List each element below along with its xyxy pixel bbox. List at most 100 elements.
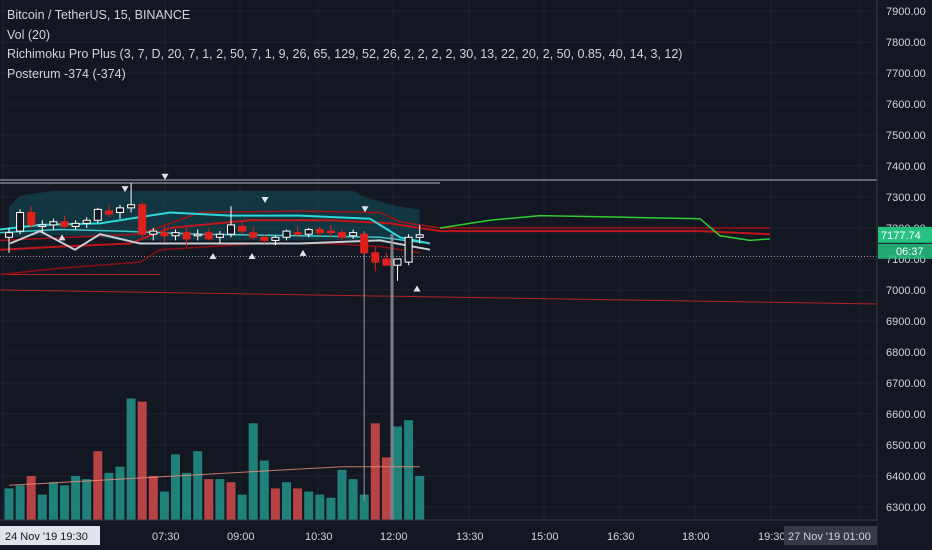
candle-body xyxy=(171,232,180,237)
volume-bar xyxy=(37,494,47,523)
candle-body xyxy=(49,221,58,226)
time-tick-label: 19:30 xyxy=(758,531,786,543)
volume-bar xyxy=(171,454,180,523)
buy-signal-marker xyxy=(299,249,307,256)
candle-body xyxy=(215,233,224,238)
volume-bar xyxy=(304,491,314,523)
volume-bar xyxy=(326,497,336,523)
crosshair-date-label: 24 Nov '19 19:30 xyxy=(5,531,88,543)
volume-indicator-label[interactable]: Vol (20) xyxy=(7,27,51,42)
volume-bar xyxy=(282,482,291,523)
volume-bar xyxy=(148,476,158,523)
buy-signal-marker xyxy=(248,253,256,259)
candle-body xyxy=(93,208,102,221)
countdown-label: 06:37 xyxy=(896,246,924,258)
candle-body xyxy=(349,232,358,237)
candle-body xyxy=(104,210,113,215)
posterum-indicator-label[interactable]: Posterum -374 (-374) xyxy=(7,66,126,81)
candle-body xyxy=(127,204,136,209)
volume-bar xyxy=(71,476,81,523)
volume-bar xyxy=(348,479,358,523)
volume-bar xyxy=(193,451,203,523)
volume-bar xyxy=(359,494,369,523)
price-tick-label: 7000.00 xyxy=(886,285,926,297)
axis-overlay-labels: 24 Nov '19 19:30 27 Nov '19 01:00 xyxy=(0,526,877,545)
candle-body xyxy=(60,221,69,227)
price-axis[interactable]: 6300.00 6400.00 6500.00 6600.00 6700.00 6800.… xyxy=(876,0,932,550)
candle-body xyxy=(38,224,47,227)
candlesticks xyxy=(5,183,424,501)
volume-bar xyxy=(215,479,225,523)
volume-bar xyxy=(159,491,169,523)
sell-signal-marker xyxy=(161,173,169,180)
candle-body xyxy=(404,236,413,263)
candle-body xyxy=(249,232,258,238)
red-band-line xyxy=(0,242,421,276)
candle-body xyxy=(193,233,202,237)
candle-body xyxy=(326,230,335,234)
price-axis-bg xyxy=(877,0,932,550)
tenkan-line xyxy=(0,211,431,245)
symbol-title[interactable]: Bitcoin / TetherUS, 15, BINANCE xyxy=(7,8,191,22)
crosshair-date-badge xyxy=(0,526,100,545)
candle-body xyxy=(27,212,36,226)
range-end-badge xyxy=(784,526,877,545)
volume-bar xyxy=(115,466,125,523)
candle-body xyxy=(204,232,213,240)
volume-bar xyxy=(126,398,136,523)
price-tick-label: 7400.00 xyxy=(886,161,926,173)
volume-bar xyxy=(226,482,236,523)
price-tick-label: 7300.00 xyxy=(886,192,926,204)
price-tick-label: 7600.00 xyxy=(886,99,926,111)
time-tick-label: 18:00 xyxy=(682,531,710,543)
red-band-line xyxy=(0,219,771,251)
volume-bar xyxy=(15,485,25,523)
volume-bar xyxy=(82,479,92,523)
volume-bar xyxy=(270,488,280,523)
price-tick-label: 7900.00 xyxy=(886,6,926,18)
price-tick-label: 6900.00 xyxy=(886,316,926,328)
time-axis[interactable]: 06:0007:3009:0010:3012:0013:3015:0016:30… xyxy=(0,519,877,550)
volume-bar xyxy=(315,494,325,523)
price-tick-label: 6400.00 xyxy=(886,471,926,483)
price-tick-label: 6300.00 xyxy=(886,502,926,514)
candle-body xyxy=(160,232,169,237)
volume-bar xyxy=(137,401,147,523)
candle-body xyxy=(338,232,346,238)
volume-ma-line xyxy=(8,466,420,486)
buy-signal-marker xyxy=(413,285,421,292)
price-tick-label: 6600.00 xyxy=(886,409,926,421)
chikou-line xyxy=(9,229,431,251)
current-price-label: 7177.74 xyxy=(881,230,921,242)
volume-bar xyxy=(248,423,258,523)
volume-bars xyxy=(4,398,425,523)
candle-body xyxy=(238,225,247,232)
candle-body xyxy=(382,258,391,266)
current-price-badge xyxy=(878,226,932,243)
richimoku-indicator-label[interactable]: Richimoku Pro Plus (3, 7, D, 20, 7, 1, 2… xyxy=(7,47,683,61)
volume-bar xyxy=(259,460,269,523)
ichimoku-overlay xyxy=(0,179,878,520)
buy-signal-marker xyxy=(58,234,66,241)
volume-bar xyxy=(4,488,14,523)
volume-bar xyxy=(204,479,214,523)
candle-body xyxy=(293,232,302,235)
candle-body xyxy=(71,222,80,227)
candle-body xyxy=(304,229,313,235)
time-tick-label: 16:30 xyxy=(607,531,635,543)
price-tick-label: 6500.00 xyxy=(886,440,926,452)
sell-signal-marker xyxy=(261,197,269,203)
red-band-line xyxy=(0,210,770,242)
volume-bar xyxy=(415,476,425,523)
candle-body xyxy=(371,252,380,263)
time-tick-label: 10:30 xyxy=(305,531,333,543)
candle-body xyxy=(260,236,269,241)
signal-markers xyxy=(58,173,421,292)
trend-line xyxy=(0,289,878,305)
candle-body xyxy=(182,232,191,240)
volume-bar xyxy=(60,485,69,523)
volume-bar xyxy=(293,488,303,523)
price-tick-label: 7800.00 xyxy=(886,37,926,49)
time-axis-bg xyxy=(0,520,877,550)
